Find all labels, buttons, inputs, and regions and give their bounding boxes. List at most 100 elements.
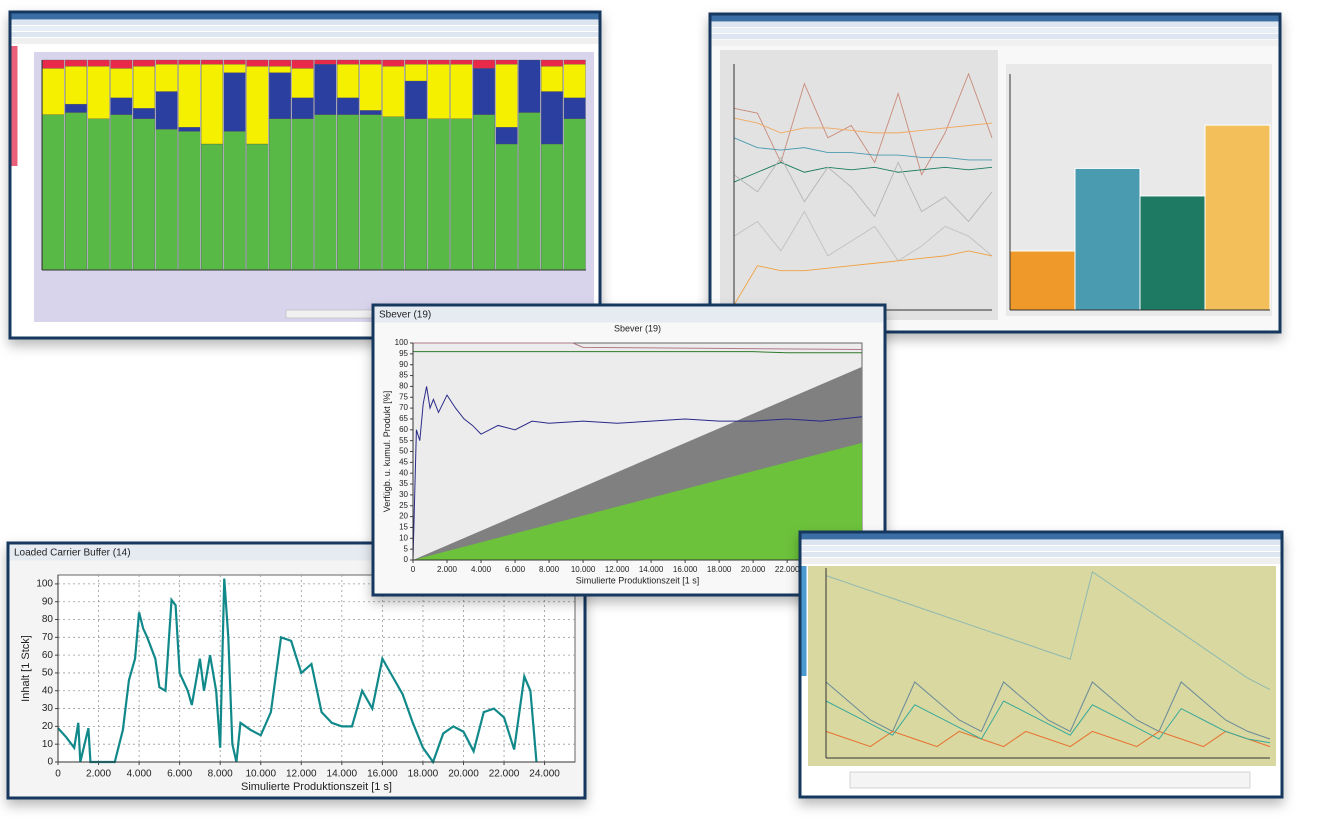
bar-segment [133,118,155,271]
bar-segment [518,112,541,271]
bar-segment [42,59,65,69]
side-bar [11,46,18,166]
y-tick-label: 70 [42,632,54,643]
bar-segment [405,64,427,82]
bar-segment [178,64,201,128]
bar-segment [450,118,473,271]
bar-segment [269,72,291,119]
bar-segment [178,127,201,132]
line [733,250,993,306]
bar-segment [337,59,359,65]
y-tick-label: 45 [399,457,408,466]
bar-segment [110,59,133,69]
x-tick-label: 0 [55,769,61,780]
tab-bar [11,38,599,44]
bar-segment [201,143,223,271]
window [798,530,1284,799]
x-tick-label: 18.000 [408,769,439,780]
bar-segment [291,118,314,271]
chart-title: Sbever (19) [614,323,661,333]
bar-segment [450,64,473,119]
bar-segment [337,114,359,271]
toolbar [11,26,599,31]
x-tick-label: 18.000 [707,565,732,574]
y-tick-label: 55 [399,436,408,445]
bar-segment [427,64,450,119]
x-tick-label: 8.000 [208,769,233,780]
bar-segment [223,131,246,271]
x-tick-label: 2.000 [437,565,458,574]
y-tick-label: 85 [399,371,408,380]
bar-segment [359,114,382,271]
y-tick-label: 50 [42,668,54,679]
toolbar [11,20,599,25]
bar-segment [314,64,337,115]
x-tick-label: 24.000 [529,769,560,780]
y-tick-label: 70 [399,403,408,412]
line [825,681,1271,740]
bar-segment [518,59,541,113]
bar [1139,195,1206,311]
bar-segment [223,64,246,73]
bar-segment [291,97,314,119]
plot-bg [720,50,998,320]
bar-segment [178,59,201,65]
bar-segment [405,80,427,119]
x-tick-label: 6.000 [505,565,526,574]
x-axis-label: Simulierte Produktionszeit [1 s] [241,781,392,793]
line [733,117,993,134]
x-tick-label: 20.000 [448,769,479,780]
bar-segment [65,112,87,271]
bar-segment [541,66,563,92]
bar-segment [337,64,359,98]
bar-segment [473,59,495,69]
y-tick-label: 80 [42,614,54,625]
y-tick-label: 75 [399,392,408,401]
bar-segment [269,66,291,73]
title-bar [374,306,884,323]
bar-segment [495,127,518,145]
window: Loaded Carrier Buffer (14)01020304050607… [6,541,587,800]
window-title: Loaded Carrier Buffer (14) [14,548,131,559]
bar [1009,250,1076,311]
bar-segment [405,59,427,65]
bar-segment [246,143,269,271]
y-tick-label: 30 [42,703,54,714]
y-tick-label: 90 [42,596,54,607]
bar-segment [42,68,65,115]
title-bar [711,15,1279,22]
bar-segment [382,116,405,271]
plot-bg [57,574,576,763]
x-tick-label: 8.000 [539,565,560,574]
x-tick-label: 10.000 [245,769,276,780]
x-tick-label: 4.000 [127,769,152,780]
bar-segment [541,91,563,145]
bar-segment [427,118,450,271]
x-tick-label: 22.000 [489,769,520,780]
bar-segment [223,59,246,65]
line [413,342,863,351]
y-tick-label: 10 [399,533,408,542]
x-tick-label: 14.000 [639,565,664,574]
x-tick-label: 2.000 [86,769,111,780]
line [733,72,993,176]
bar-segment [291,68,314,98]
bar-segment [155,64,178,92]
bar-segment [473,68,495,115]
bar-segment [110,68,133,98]
y-tick-label: 5 [404,544,409,553]
bar-segment [155,59,178,65]
y-tick-label: 20 [399,512,408,521]
toolbar [801,552,1281,557]
side-bar [801,566,807,676]
bar-segment [42,114,65,271]
y-tick-label: 60 [399,425,408,434]
bar-segment [133,66,155,109]
y-tick-label: 35 [399,479,408,488]
x-tick-label: 16.000 [673,565,698,574]
x-tick-label: 14.000 [327,769,358,780]
title-bar [11,13,599,20]
bar-segment [133,108,155,119]
line [825,730,1271,748]
y-tick-label: 30 [399,490,408,499]
